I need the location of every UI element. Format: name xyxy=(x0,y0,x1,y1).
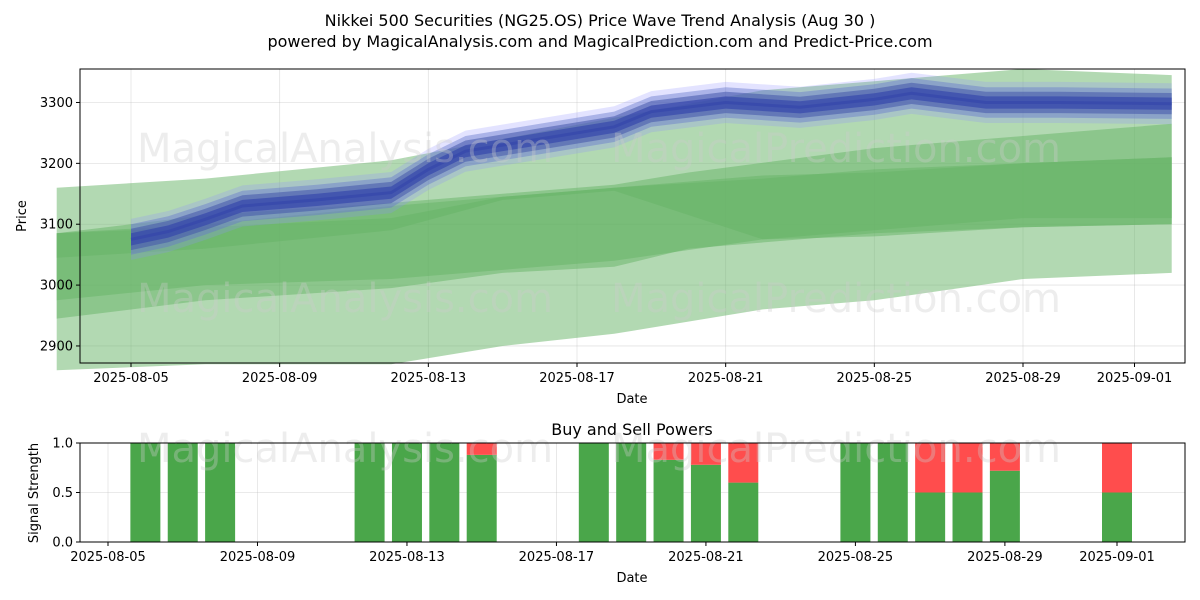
price-plot-frame xyxy=(79,68,1186,364)
signal-x-tick-label: 2025-08-09 xyxy=(220,550,296,565)
buy-bar xyxy=(989,470,1020,542)
price-wave xyxy=(130,72,1172,260)
price-x-tick-label: 2025-08-09 xyxy=(242,371,318,386)
price-x-tick-label: 2025-08-05 xyxy=(93,371,169,386)
buy-bar xyxy=(877,443,908,542)
price-x-axis-label: Date xyxy=(616,392,647,407)
watermark-top-left: MagicalAnalysis.com xyxy=(137,126,553,172)
chart-title: Nikkei 500 Securities (NG25.OS) Price Wa… xyxy=(325,11,876,30)
buy-bar xyxy=(915,492,946,542)
chart-subtitle: powered by MagicalAnalysis.com and Magic… xyxy=(267,32,932,51)
price-y-axis-label: Price xyxy=(15,200,30,232)
watermark-mid-left: MagicalAnalysis.com xyxy=(137,276,553,322)
signal-y-tick-label: 0.5 xyxy=(52,486,73,501)
buy-bar xyxy=(466,454,497,542)
signal-chart-title: Buy and Sell Powers xyxy=(551,420,713,439)
prediction-band-4 xyxy=(56,157,1172,258)
price-x-tick-label: 2025-08-17 xyxy=(539,371,615,386)
signal-bars xyxy=(130,443,1132,542)
buy-bar xyxy=(840,443,871,542)
sell-bar xyxy=(466,443,497,455)
watermark-bottom-left: MagicalAnalysis.com xyxy=(137,426,553,472)
buy-bar xyxy=(130,443,161,542)
signal-plot-frame xyxy=(79,442,1186,543)
signal-panel: Buy and Sell Powers MagicalAnalysis.com … xyxy=(27,420,1186,586)
buy-bar xyxy=(728,482,759,542)
signal-x-axis-label: Date xyxy=(616,571,647,586)
sell-bar xyxy=(1102,443,1132,493)
price-x-tick-label: 2025-08-29 xyxy=(985,371,1061,386)
buy-bar xyxy=(167,443,198,542)
price-y-tick-label: 3200 xyxy=(40,157,73,172)
sell-bar xyxy=(690,443,721,465)
buy-bar xyxy=(1102,492,1132,542)
signal-x-tick-label: 2025-08-17 xyxy=(519,550,595,565)
sell-bar xyxy=(728,443,759,483)
signal-x-tick-label: 2025-09-01 xyxy=(1079,550,1155,565)
price-x-tick-label: 2025-08-25 xyxy=(837,371,913,386)
buy-bar xyxy=(653,459,684,542)
buy-bar xyxy=(205,443,236,542)
signal-x-tick-label: 2025-08-29 xyxy=(967,550,1043,565)
signal-x-tick-label: 2025-08-05 xyxy=(70,550,146,565)
signal-x-tick-label: 2025-08-13 xyxy=(369,550,445,565)
price-x-tick-label: 2025-08-13 xyxy=(391,371,467,386)
watermark-top-right: MagicalPrediction.com xyxy=(611,126,1061,172)
watermark-mid-right: MagicalPrediction.com xyxy=(611,276,1061,322)
price-x-tick-label: 2025-09-01 xyxy=(1097,371,1173,386)
buy-bar xyxy=(429,443,460,542)
buy-bar xyxy=(578,443,609,542)
sell-bar xyxy=(915,443,946,493)
price-y-tick-label: 3300 xyxy=(40,96,73,111)
price-axes: 2025-08-05 2025-08-09 2025-08-13 2025-08-17… xyxy=(40,96,1172,386)
signal-x-tick-label: 2025-08-25 xyxy=(818,550,894,565)
price-x-tick-label: 2025-08-21 xyxy=(688,371,764,386)
buy-bar xyxy=(952,492,983,542)
buy-bar xyxy=(391,443,422,542)
signal-y-tick-label: 1.0 xyxy=(52,437,73,452)
price-y-tick-label: 3000 xyxy=(40,279,73,294)
sell-bar xyxy=(952,443,983,493)
signal-y-tick-label: 0.0 xyxy=(52,536,73,551)
sell-bar xyxy=(653,443,684,460)
wave-center-line xyxy=(130,91,1172,241)
sell-bar xyxy=(989,443,1020,471)
prediction-bands xyxy=(56,69,1172,371)
signal-x-tick-label: 2025-08-21 xyxy=(668,550,744,565)
signal-y-axis-label: Signal Strength xyxy=(27,443,42,543)
signal-axes: 2025-08-05 2025-08-09 2025-08-13 2025-08-17… xyxy=(52,437,1154,566)
price-panel: MagicalAnalysis.com MagicalPrediction.co… xyxy=(15,68,1186,407)
buy-bar xyxy=(354,443,385,542)
price-y-tick-label: 2900 xyxy=(40,339,73,354)
buy-bar xyxy=(616,443,647,542)
price-y-tick-label: 3100 xyxy=(40,218,73,233)
buy-bar xyxy=(690,464,721,542)
watermark-bottom-right: MagicalPrediction.com xyxy=(611,426,1061,472)
